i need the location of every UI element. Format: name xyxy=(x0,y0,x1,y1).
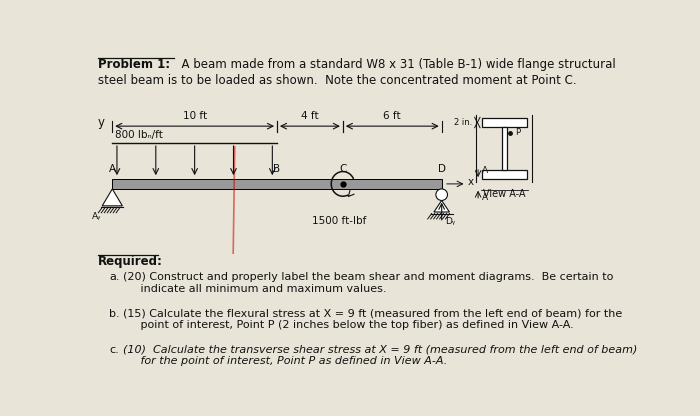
Text: (15) Calculate the flexural stress at X = 9 ft (measured from the left end of be: (15) Calculate the flexural stress at X … xyxy=(123,309,622,330)
Text: P: P xyxy=(515,128,520,137)
Text: a.: a. xyxy=(109,272,120,282)
Text: x: x xyxy=(468,176,474,187)
Bar xyxy=(501,126,508,171)
Text: 800 lbₙ/ft: 800 lbₙ/ft xyxy=(116,130,163,140)
Text: A: A xyxy=(482,166,488,175)
Text: 4 ft: 4 ft xyxy=(301,111,318,121)
Text: b.: b. xyxy=(109,309,120,319)
Text: D: D xyxy=(438,164,446,174)
Text: (20) Construct and properly label the beam shear and moment diagrams.  Be certai: (20) Construct and properly label the be… xyxy=(123,272,613,294)
Circle shape xyxy=(436,189,447,201)
Text: A: A xyxy=(482,193,488,202)
Text: y: y xyxy=(97,116,104,129)
Text: 6 ft: 6 ft xyxy=(384,111,401,121)
Polygon shape xyxy=(102,189,122,206)
Text: View A-A: View A-A xyxy=(483,189,526,199)
Text: C: C xyxy=(340,164,346,174)
Bar xyxy=(112,179,442,189)
Text: B: B xyxy=(274,164,281,174)
Text: c.: c. xyxy=(109,345,119,355)
Text: 1500 ft-lbf: 1500 ft-lbf xyxy=(312,216,366,226)
Text: Required:: Required: xyxy=(97,255,162,268)
Text: A beam made from a standard W8 x 31 (Table B-1) wide flange structural: A beam made from a standard W8 x 31 (Tab… xyxy=(174,58,616,71)
Text: (10)  Calculate the transverse shear stress at X = 9 ft (measured from the left : (10) Calculate the transverse shear stre… xyxy=(123,345,638,366)
Bar xyxy=(482,171,527,178)
Polygon shape xyxy=(434,201,449,212)
Text: Aᵧ: Aᵧ xyxy=(92,212,102,221)
Text: Problem 1:: Problem 1: xyxy=(97,58,169,71)
Text: 10 ft: 10 ft xyxy=(183,111,206,121)
Text: Dᵧ: Dᵧ xyxy=(444,218,455,226)
Text: steel beam is to be loaded as shown.  Note the concentrated moment at Point C.: steel beam is to be loaded as shown. Not… xyxy=(97,74,576,87)
Bar xyxy=(482,119,527,126)
Text: A: A xyxy=(108,164,116,174)
Text: 2 in.: 2 in. xyxy=(454,118,472,127)
